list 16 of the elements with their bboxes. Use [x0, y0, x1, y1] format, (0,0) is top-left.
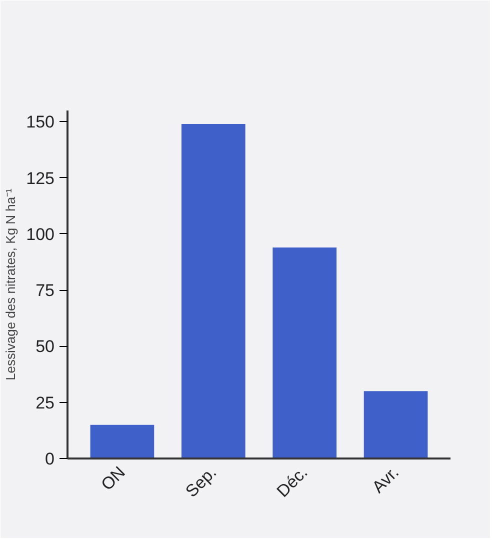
bar	[90, 424, 154, 458]
bar	[272, 247, 337, 458]
y-tick-label: 75	[36, 281, 55, 300]
x-tick-label: Déc.	[273, 462, 312, 501]
y-tick-label: 0	[45, 450, 55, 468]
bar	[364, 391, 428, 458]
y-tick-label: 25	[36, 393, 55, 412]
y-tick-label: 125	[26, 168, 55, 188]
y-tick-label: 50	[36, 337, 55, 356]
x-tick-label: ON	[97, 462, 129, 494]
y-tick-label: 100	[26, 224, 55, 244]
x-tick-label: Avr.	[368, 462, 403, 497]
x-tick-label: Sep.	[182, 462, 220, 501]
bar	[181, 124, 246, 458]
y-tick-label: 150	[26, 112, 55, 132]
y-axis-title: Lessivage des nitrates, Kg N ha⁻¹	[3, 188, 18, 380]
